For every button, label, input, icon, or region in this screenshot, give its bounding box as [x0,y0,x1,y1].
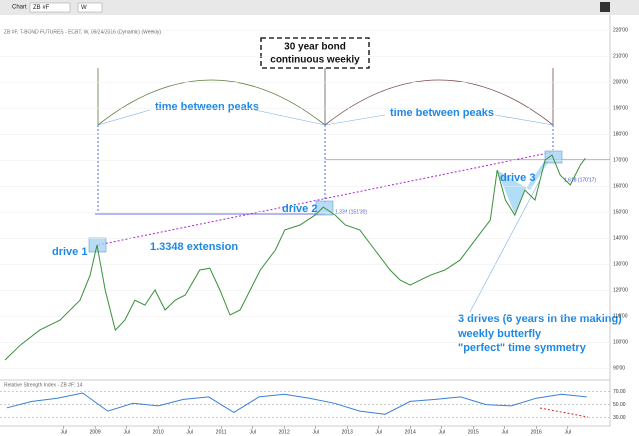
y-tick-label: 70.00 [613,389,626,395]
y-tick-label: 190'00 [613,106,628,112]
y-tick-label: 180'00 [613,132,628,138]
annotation: weekly butterfly [457,328,542,340]
x-tick-label: 2015 [468,429,479,435]
y-tick-label: 50.00 [613,402,626,408]
annotation: 1.3348 extension [150,241,238,253]
toolbar-button[interactable] [600,2,610,12]
window-title: Chart [12,5,27,11]
annotation: 3 drives (6 years in the making) [458,313,622,325]
x-tick-label: 2009 [90,429,101,435]
x-tick-label: Jul [502,429,508,435]
y-tick-label: 170'00 [613,158,628,164]
time-arc [97,79,326,126]
y-tick-label: 130'00 [613,262,628,268]
price-line [4,154,586,361]
interval[interactable]: W [81,5,87,11]
annotation: time between peaks [390,107,494,119]
annotation: 1.618 (170'17) [564,177,596,183]
x-tick-label: Jul [60,429,66,435]
price-line [6,392,587,415]
y-tick-label: 30.00 [613,415,626,421]
symbol[interactable]: ZB #F [33,5,50,11]
y-tick-label: 110'00 [613,314,628,320]
symbol-box[interactable] [29,2,71,13]
x-tick-label: Jul [313,429,319,435]
x-tick-label: Jul [439,429,445,435]
pointer-lines [97,109,554,313]
x-tick-label: Jul [249,429,255,435]
chart-title: ZB #F, T-BOND FUTURES - ECBT, W, 09/24/2… [4,29,161,35]
trend-line [97,151,554,246]
butterfly-pattern [497,155,553,215]
y-tick-label: 210'00 [613,54,628,60]
rsi-trend-line [539,407,589,418]
y-tick-label: 160'00 [613,184,628,190]
y-tick-label: 150'00 [613,210,628,216]
interval-box[interactable] [77,2,103,13]
annotation: continuous weekly [270,55,360,66]
x-tick-label: Jul [565,429,571,435]
x-tick-label: 2010 [153,429,164,435]
x-tick-label: 2014 [405,429,416,435]
annotation: 30 year bond [284,42,346,53]
annotation: drive 1 [52,246,87,258]
y-tick-label: 100'00 [613,340,628,346]
x-tick-label: Jul [186,429,192,435]
annotation: time between peaks [155,101,259,113]
y-tick-label: 120'00 [613,288,628,294]
annotation: drive 3 [500,172,535,184]
rsi-title: Relative Strength Index - ZB #F: 14 [4,382,83,388]
y-tick-label: 90'00 [613,366,625,372]
x-tick-label: 2013 [342,429,353,435]
x-tick-label: 2016 [531,429,542,435]
time-arc [324,79,554,126]
y-tick-label: 200'00 [613,80,628,86]
x-tick-label: 2012 [279,429,290,435]
y-tick-label: 140'00 [613,236,628,242]
annotation: "perfect" time symmetry [458,342,587,354]
time-markers [97,125,554,212]
x-tick-label: Jul [376,429,382,435]
x-tick-label: Jul [123,429,129,435]
y-tick-label: 220'00 [613,28,628,34]
annotation: drive 2 [282,203,317,215]
title-box [260,37,370,69]
x-tick-label: 2011 [216,429,227,435]
toolbar [0,0,639,15]
